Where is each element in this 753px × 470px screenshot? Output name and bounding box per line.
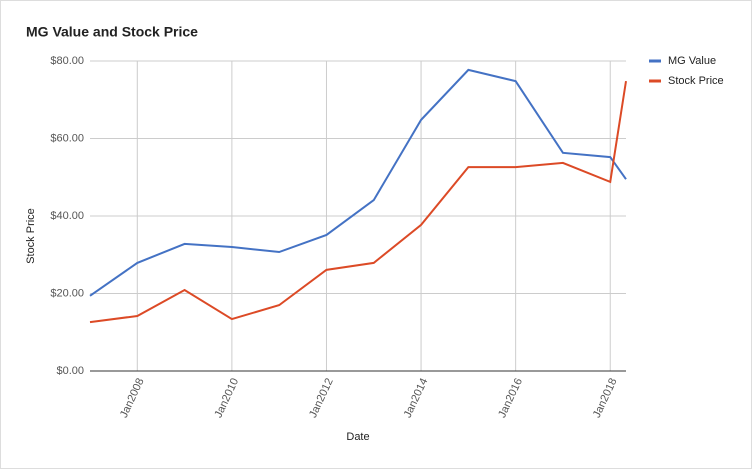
legend-label: Stock Price (668, 75, 724, 87)
y-tick-label: $40.00 (50, 210, 84, 222)
y-axis-title: Stock Price (25, 208, 37, 264)
y-tick-label: $80.00 (50, 55, 84, 67)
x-axis-title: Date (346, 431, 369, 443)
y-tick-label: $20.00 (50, 287, 84, 299)
y-tick-label: $0.00 (56, 365, 84, 377)
data-line (89, 80, 627, 324)
chart-title: MG Value and Stock Price (26, 24, 198, 40)
data-line (89, 68, 627, 297)
legend-label: MG Value (668, 55, 716, 67)
y-tick-label: $60.00 (50, 132, 84, 144)
